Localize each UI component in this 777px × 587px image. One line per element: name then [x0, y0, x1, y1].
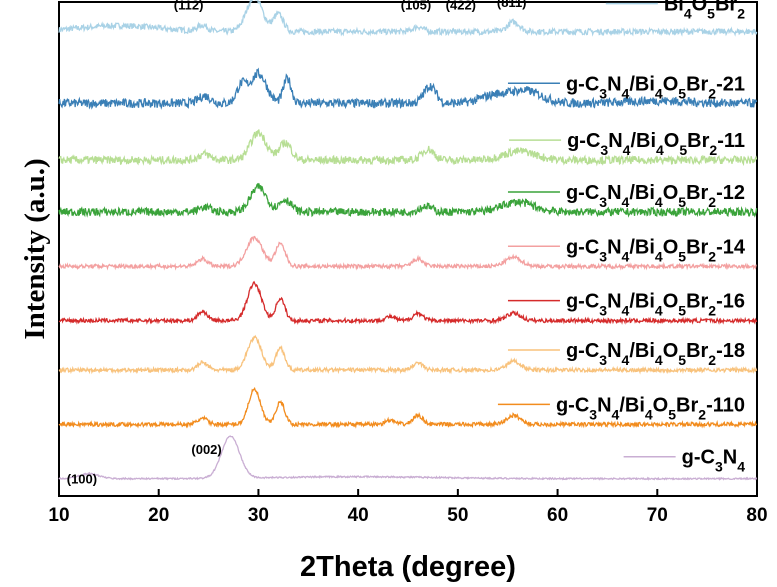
series-line — [58, 129, 758, 167]
peak-label: (811) — [497, 0, 527, 10]
legend-entry: g-C3N4/Bi4O5Br2-16 — [507, 291, 745, 319]
legend-entry: g-C3N4 — [623, 447, 746, 475]
series-curves — [58, 0, 758, 481]
peak-label: (002) — [191, 442, 221, 457]
legend-label: Bi4O5Br2 — [664, 0, 745, 22]
legend-label: g-C3N4/Bi4O5Br2-12 — [566, 182, 745, 210]
legend-entry: g-C3N4/Bi4O5Br2-110 — [497, 394, 745, 422]
series-line — [58, 280, 758, 326]
legend-entry: g-C3N4/Bi4O5Br2-12 — [507, 182, 745, 210]
x-tick-label: 80 — [746, 505, 767, 526]
series-line — [58, 67, 758, 110]
peak-label: (112) — [174, 0, 204, 12]
legend-entry: Bi4O5Br2 — [605, 0, 745, 22]
legend-entry: g-C3N4/Bi4O5Br2-18 — [507, 340, 745, 368]
x-tick-label: 10 — [48, 505, 69, 526]
series-line — [58, 435, 758, 481]
series-line — [58, 334, 758, 375]
peak-label: (100) — [67, 472, 97, 487]
legend: Bi4O5Br2 g-C3N4/Bi4O5Br2-21 g-C3N4/Bi4O5Br… — [497, 0, 746, 475]
legend-label: g-C3N4/Bi4O5Br2-11 — [567, 130, 745, 158]
x-axis: 10 20 30 40 50 60 70 80 — [48, 489, 768, 526]
peak-label: (422) — [446, 0, 476, 12]
legend-entry: g-C3N4/Bi4O5Br2-21 — [507, 73, 745, 101]
legend-label: g-C3N4/Bi4O5Br2-110 — [556, 394, 745, 422]
series-line — [58, 235, 757, 271]
y-axis-label: Intensity (a.u.) — [19, 158, 51, 339]
legend-label: g-C3N4/Bi4O5Br2-21 — [566, 73, 745, 101]
plot-frame — [58, 1, 758, 497]
legend-label: g-C3N4/Bi4O5Br2-18 — [566, 340, 745, 368]
x-tick-label: 40 — [348, 505, 369, 526]
series-line — [58, 182, 758, 218]
legend-label: g-C3N4 — [682, 447, 746, 475]
legend-label: g-C3N4/Bi4O5Br2-14 — [566, 236, 746, 264]
legend-entry: g-C3N4/Bi4O5Br2-14 — [507, 236, 746, 264]
x-tick-label: 50 — [447, 505, 468, 526]
x-tick-label: 60 — [547, 505, 568, 526]
x-tick-label: 30 — [248, 505, 269, 526]
x-tick-label: 70 — [647, 505, 668, 526]
series-line — [58, 0, 758, 37]
legend-entry: g-C3N4/Bi4O5Br2-11 — [509, 130, 745, 158]
x-tick-label: 20 — [148, 505, 169, 526]
x-axis-label: 2Theta (degree) — [300, 551, 516, 583]
legend-label: g-C3N4/Bi4O5Br2-16 — [566, 291, 745, 319]
peak-labels: (113)(112)(020)(105)(422)(811)(002)(100) — [67, 0, 527, 487]
series-line — [58, 386, 758, 429]
peak-label: (105) — [401, 0, 431, 12]
